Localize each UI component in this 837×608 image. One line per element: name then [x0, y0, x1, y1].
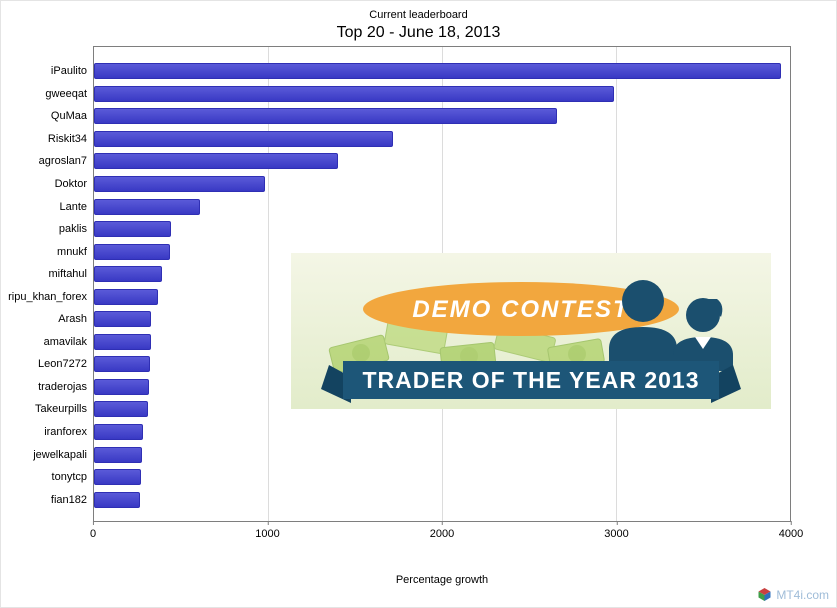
bar-label: Riskit34	[47, 132, 87, 145]
bar-label: miftahul	[48, 268, 87, 281]
bar-label: ripu_khan_forex	[8, 290, 87, 303]
watermark-text[interactable]: MT4i.com	[776, 587, 829, 602]
bar-row: miftahul	[48, 263, 790, 286]
demo-contest-label: DEMO CONTEST	[412, 296, 630, 323]
bar	[94, 85, 615, 102]
promo-banner: DEMO CONTEST TRADER OF THE YEAR 2013	[291, 253, 771, 409]
ribbon-banner: TRADER OF THE YEAR 2013	[321, 361, 741, 403]
bar-row: Lante	[59, 195, 790, 218]
bar-row: paklis	[59, 218, 790, 241]
bar	[94, 266, 162, 283]
bar-row: Takeurpills	[35, 398, 790, 421]
bar-label: amavilak	[43, 335, 87, 348]
bar-row: fian182	[51, 488, 790, 511]
demo-contest-badge	[363, 282, 679, 336]
bar	[94, 401, 148, 418]
gridline	[268, 47, 269, 521]
bar-label: mnukf	[57, 245, 87, 258]
bar-label: Arash	[58, 313, 87, 326]
chart-subtitle: Current leaderboard	[369, 9, 468, 21]
x-tick-label: 2000	[429, 521, 455, 540]
bar-label: Takeurpills	[35, 403, 87, 416]
x-axis-label: Percentage growth	[395, 574, 489, 586]
bar-label: tonytcp	[51, 471, 87, 484]
bar	[94, 108, 557, 125]
bar	[94, 288, 158, 305]
bar-label: Leon7272	[38, 358, 87, 371]
bar	[94, 424, 143, 441]
trader-of-the-year-label: TRADER OF THE YEAR 2013	[363, 367, 700, 393]
bar	[94, 378, 149, 395]
bar	[94, 333, 152, 350]
bar	[94, 198, 201, 215]
mt4i-logo-icon	[758, 588, 771, 601]
bar-label: agroslan7	[38, 155, 87, 168]
bar	[94, 311, 152, 328]
bar-row: traderojas	[38, 376, 790, 399]
bar-label: iPaulito	[50, 65, 87, 78]
chart-title: Top 20 - June 18, 2013	[336, 24, 501, 41]
bar-row: gweeqat	[45, 83, 790, 106]
x-tick-label: 1000	[255, 521, 280, 540]
bar-row: tonytcp	[52, 466, 790, 489]
bar-label: traderojas	[38, 380, 87, 393]
x-tick-label: 0	[89, 521, 97, 540]
bar-label: paklis	[58, 223, 87, 236]
bar	[94, 176, 265, 192]
bar-row: Doktor	[55, 173, 790, 196]
bar	[94, 469, 141, 486]
bar-row: agroslan7	[39, 150, 790, 173]
bar	[94, 63, 782, 80]
bar-row: amavilak	[44, 331, 790, 354]
bar	[94, 243, 170, 260]
bar-label: Doktor	[54, 178, 87, 190]
watermark[interactable]: MT4i.com	[757, 587, 829, 602]
bar-row: iPaulito	[51, 60, 790, 83]
bar-row: Arash	[58, 308, 790, 331]
bar-label: gweeqat	[45, 87, 87, 100]
bar-label: iranforex	[44, 426, 87, 439]
bar-label: jewelkapali	[33, 448, 87, 461]
bar-row: iranforex	[44, 421, 790, 444]
promo-graphic: DEMO CONTEST TRADER OF THE YEAR 2013	[291, 253, 771, 409]
bar	[94, 356, 150, 373]
bar-label: QuMaa	[50, 110, 87, 123]
bar	[94, 446, 143, 463]
bar-row: QuMaa	[51, 105, 790, 128]
bars-layer: iPaulito gweeqat QuMaa Riskit34 agroslan7 Dok…	[8, 47, 790, 521]
bar-label: Lante	[59, 200, 87, 213]
bar-row: mnukf	[57, 240, 790, 263]
bar	[94, 153, 338, 170]
x-tick-label: 3000	[604, 521, 629, 540]
bar	[94, 130, 394, 147]
bar-row: Riskit34	[48, 128, 790, 151]
bar-row: Leon7272	[38, 353, 790, 376]
bar	[94, 491, 140, 508]
bar-row: jewelkapali	[33, 443, 790, 466]
x-tick-label: 4000	[778, 521, 804, 540]
x-axis-ticks: 0 1000 2000 3000 4000	[89, 521, 803, 542]
bar-label: fian182	[50, 493, 87, 506]
bar-row: ripu_khan_forex	[8, 285, 790, 308]
bar	[94, 221, 172, 238]
